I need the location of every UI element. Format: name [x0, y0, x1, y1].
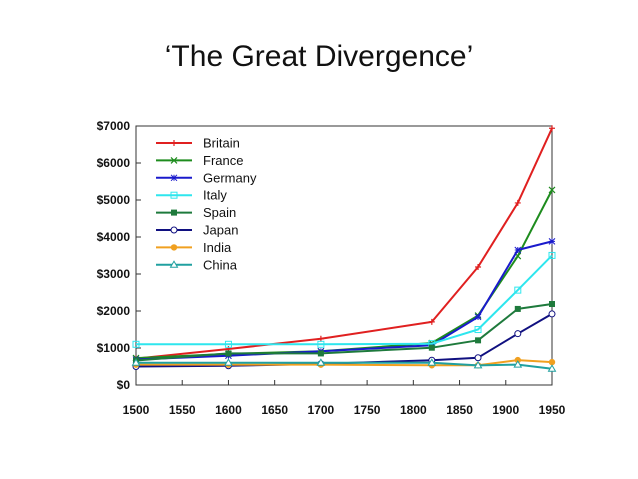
- data-point-spain: [317, 350, 324, 357]
- legend-marker: [170, 226, 178, 234]
- legend-item-china: China: [156, 257, 238, 272]
- data-point-germany: [514, 246, 522, 254]
- legend-label: China: [203, 257, 238, 272]
- series-line-britain: [135, 127, 553, 360]
- data-point-china: [547, 364, 557, 372]
- x-tick-label: 1850: [446, 403, 473, 417]
- y-tick-label: $0: [117, 378, 131, 392]
- series-line-italy: [136, 254, 553, 346]
- data-point-china: [316, 358, 326, 366]
- data-point-china: [473, 360, 483, 369]
- legend: Britain France Germany Italy Spain Japan India…: [156, 136, 257, 272]
- data-point-italy: [548, 251, 556, 259]
- x-tick-label: 1700: [308, 403, 335, 417]
- y-tick-label: $4000: [97, 230, 131, 244]
- data-point-china: [427, 358, 437, 366]
- x-tick-label: 1600: [215, 403, 242, 417]
- data-point-italy: [474, 326, 482, 334]
- legend-item-germany: Germany: [156, 170, 257, 185]
- legend-item-japan: Japan: [156, 223, 238, 238]
- y-axis: $0 $1000 $2000 $3000 $4000 $5000 $6000 $7000: [97, 119, 141, 392]
- legend-item-india: India: [156, 240, 232, 255]
- data-point-spain: [225, 350, 232, 357]
- legend-label: France: [203, 153, 243, 168]
- legend-item-spain: Spain: [156, 205, 236, 220]
- x-tick-label: 1650: [261, 403, 288, 417]
- data-point-germany: [548, 238, 556, 245]
- legend-marker: [171, 209, 177, 216]
- legend-item-italy: Italy: [156, 188, 227, 203]
- data-point-italy: [224, 340, 232, 348]
- data-point-china: [131, 358, 141, 366]
- x-tick-label: 1800: [400, 403, 427, 417]
- legend-label: Germany: [203, 170, 257, 185]
- y-tick-label: $1000: [97, 341, 131, 355]
- y-tick-label: $6000: [97, 156, 131, 170]
- y-tick-label: $2000: [97, 304, 131, 318]
- legend-label: Japan: [203, 223, 238, 238]
- data-point-spain: [475, 337, 482, 344]
- x-tick-label: 1550: [169, 403, 196, 417]
- data-point-china: [513, 360, 523, 368]
- data-point-china: [224, 358, 233, 366]
- legend-marker: [170, 156, 178, 164]
- legend-label: Italy: [203, 188, 227, 203]
- x-tick-label: 1500: [123, 403, 150, 417]
- legend-marker: [171, 140, 177, 146]
- x-tick-label: 1750: [354, 403, 381, 417]
- data-point-italy: [132, 340, 140, 348]
- slide-title: ‘The Great Divergence’: [164, 40, 474, 73]
- series-italy: [132, 251, 556, 348]
- legend-item-britain: Britain: [156, 136, 240, 151]
- legend-marker: [170, 244, 178, 251]
- legend-label: Britain: [203, 136, 240, 151]
- data-point-france: [548, 186, 556, 194]
- series-line-france: [135, 189, 553, 360]
- data-point-britain: [317, 335, 324, 342]
- data-point-spain: [428, 344, 435, 351]
- series-spain: [133, 301, 555, 364]
- series-layer: [131, 125, 557, 372]
- data-point-britain: [475, 263, 482, 270]
- series-china: [131, 358, 557, 372]
- data-point-italy: [317, 340, 325, 348]
- data-point-japan: [514, 330, 522, 338]
- series-line-germany: [135, 240, 553, 361]
- data-point-spain: [549, 301, 555, 308]
- y-tick-label: $5000: [97, 193, 131, 207]
- plot-frame: [135, 125, 553, 386]
- data-point-britain: [549, 125, 555, 132]
- data-point-japan: [548, 310, 556, 318]
- legend-item-france: France: [156, 153, 243, 168]
- series-japan: [132, 310, 556, 370]
- data-point-spain: [514, 305, 521, 312]
- legend-label: Spain: [203, 205, 236, 220]
- data-point-germany: [474, 313, 482, 321]
- series-britain: [133, 125, 555, 362]
- y-tick-label: $3000: [97, 267, 131, 281]
- series-line-japan: [135, 313, 553, 368]
- data-point-japan: [474, 354, 482, 362]
- legend-marker: [170, 191, 178, 199]
- data-point-italy: [514, 286, 522, 294]
- x-axis: 1500 1550 1600 1650 1700 1750 1800 1850 1900 1950: [123, 380, 566, 417]
- legend-marker: [170, 174, 178, 182]
- y-tick-label: $7000: [97, 119, 131, 133]
- x-tick-label: 1900: [492, 403, 519, 417]
- data-point-britain: [514, 199, 521, 206]
- legend-marker: [169, 260, 179, 268]
- x-tick-label: 1950: [539, 403, 566, 417]
- legend-label: India: [203, 240, 232, 255]
- data-point-britain: [428, 318, 435, 325]
- data-point-india: [548, 358, 556, 366]
